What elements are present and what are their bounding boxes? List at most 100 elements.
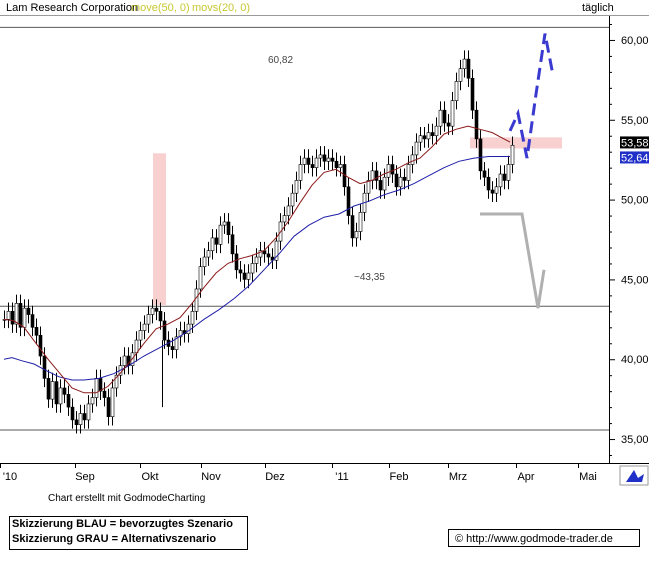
level-annotation-1: ~43,35 bbox=[354, 272, 385, 283]
candle-body bbox=[34, 327, 39, 336]
candle-body bbox=[366, 180, 371, 194]
candle-body bbox=[242, 272, 247, 280]
candle-body bbox=[498, 173, 503, 188]
x-tick-label: '11 bbox=[335, 471, 349, 483]
candle-body bbox=[338, 164, 343, 168]
candle-body bbox=[86, 403, 91, 421]
pink-zone-1 bbox=[470, 137, 562, 149]
candle-body bbox=[334, 160, 339, 168]
candle-body bbox=[206, 250, 211, 258]
candle-body bbox=[114, 374, 119, 389]
candle-body bbox=[202, 256, 207, 267]
candle-body bbox=[458, 68, 463, 82]
price-label-bg-1 bbox=[620, 151, 649, 164]
candle-body bbox=[78, 413, 83, 425]
candle-body bbox=[234, 253, 239, 271]
candle-body bbox=[62, 387, 67, 395]
candle-body bbox=[142, 323, 147, 331]
candle-body bbox=[434, 125, 439, 137]
candle-body bbox=[490, 189, 495, 194]
candle-body bbox=[150, 307, 155, 315]
candle-body bbox=[110, 387, 115, 418]
candle-body bbox=[26, 307, 31, 315]
candle-body bbox=[38, 334, 43, 357]
candle-body bbox=[90, 397, 95, 405]
candle-body bbox=[230, 234, 235, 255]
candle-body bbox=[18, 303, 23, 328]
chart-corner-icon bbox=[626, 470, 644, 482]
indicator-label-sma: movs(20, 0) bbox=[192, 2, 250, 14]
candle-body bbox=[398, 176, 403, 188]
candle-body bbox=[66, 394, 71, 408]
x-tick-label: Sep bbox=[75, 471, 95, 483]
candle-body bbox=[198, 266, 203, 290]
candle-body bbox=[42, 355, 47, 379]
candle-body bbox=[134, 339, 139, 354]
candle-body bbox=[50, 381, 55, 400]
y-tick-label: 60,00 bbox=[621, 35, 649, 47]
candle-body bbox=[138, 330, 143, 341]
candle-body bbox=[222, 221, 227, 226]
candle-body bbox=[218, 224, 223, 245]
timeframe-label: täglich bbox=[582, 2, 614, 14]
candle-body bbox=[486, 176, 491, 191]
x-tick-label: '10 bbox=[3, 471, 17, 483]
candle-body bbox=[466, 58, 471, 79]
candle-body bbox=[194, 288, 199, 312]
price-label-1: 52,64 bbox=[621, 152, 649, 164]
candle-body bbox=[462, 58, 467, 69]
candle-body bbox=[442, 109, 447, 124]
candle-body bbox=[294, 180, 299, 194]
candle-body bbox=[298, 164, 303, 181]
x-tick-label: Apr bbox=[517, 471, 534, 483]
x-tick-label: Dez bbox=[265, 471, 285, 483]
candle-body bbox=[98, 378, 103, 392]
candle-body bbox=[254, 256, 259, 264]
x-tick-label: Feb bbox=[390, 471, 409, 483]
candle-body bbox=[506, 164, 511, 181]
candle-body bbox=[30, 314, 35, 328]
chart-title: Lam Research Corporation bbox=[6, 2, 138, 14]
scenario-grey-path bbox=[480, 212, 546, 309]
source-url: http://www.godmode-trader.de bbox=[466, 533, 613, 545]
candle-body bbox=[422, 135, 427, 140]
candle-body bbox=[214, 237, 219, 245]
candle-body bbox=[74, 419, 79, 425]
candle-body bbox=[238, 269, 243, 274]
candle-body bbox=[358, 212, 363, 232]
candle-body bbox=[54, 381, 59, 405]
candle-body bbox=[258, 250, 263, 258]
candle-body bbox=[382, 176, 387, 191]
candle-body bbox=[58, 387, 63, 405]
candle-body bbox=[418, 135, 423, 143]
candle-body bbox=[310, 164, 315, 168]
y-tick-label: 55,00 bbox=[621, 115, 649, 127]
candle-body bbox=[174, 336, 179, 350]
candle-body bbox=[450, 100, 455, 127]
level-annotation-0: 60,82 bbox=[268, 55, 293, 66]
candle-body bbox=[154, 307, 159, 312]
y-tick-label: 40,00 bbox=[621, 354, 649, 366]
candle-body bbox=[250, 263, 255, 274]
source-link[interactable]: © http://www.godmode-trader.de bbox=[448, 529, 640, 547]
candle-body bbox=[226, 221, 231, 236]
candle-body bbox=[410, 154, 415, 165]
candle-body bbox=[482, 170, 487, 178]
price-label-0: 53,58 bbox=[621, 137, 649, 149]
candle-body bbox=[426, 132, 431, 140]
x-tick-label: Nov bbox=[201, 471, 221, 483]
x-tick-label: Mrz bbox=[449, 471, 467, 483]
candle-body bbox=[370, 170, 375, 181]
candle-body bbox=[330, 157, 335, 162]
candle-body bbox=[246, 272, 251, 280]
candle-body bbox=[210, 237, 215, 251]
sma-20-line bbox=[3, 125, 511, 394]
credit-text: Chart erstellt mit GodmodeCharting bbox=[48, 493, 206, 504]
y-tick-label: 50,00 bbox=[621, 195, 649, 207]
candle-body bbox=[318, 154, 323, 159]
price-label-bg-0 bbox=[620, 136, 649, 149]
y-tick-label: 35,00 bbox=[621, 434, 649, 446]
candle-body bbox=[282, 215, 287, 223]
candle-body bbox=[306, 157, 311, 165]
scenario-blue-path bbox=[508, 33, 555, 159]
